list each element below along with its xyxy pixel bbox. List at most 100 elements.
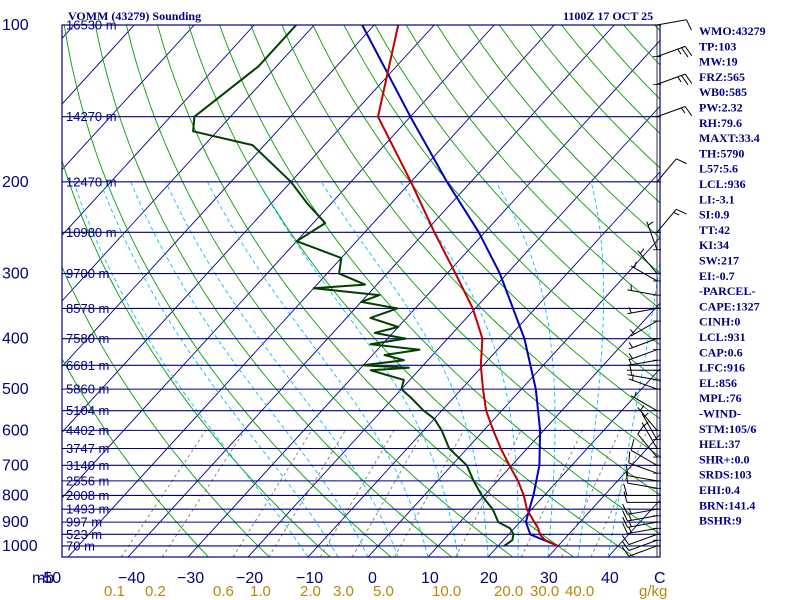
chart-time: 1100Z 17 OCT 25 [563, 9, 653, 23]
wind-barb-staff [627, 475, 658, 482]
height-label: 14270 m [66, 109, 117, 124]
dry-adiabat-line [530, 25, 660, 169]
wind-barb-half-feather [681, 107, 686, 114]
dry-adiabat-line [312, 25, 660, 420]
moist-adiabat-line [130, 181, 369, 557]
temperature-tick-label: 10 [421, 570, 439, 587]
mixing-ratio-line [319, 430, 395, 557]
temperature-tick-label: 20 [480, 570, 498, 587]
parcel-line [361, 25, 559, 547]
index-entry: KI:34 [699, 238, 729, 252]
isotherm-line [67, 25, 555, 557]
temperature-tick-label: −40 [118, 570, 145, 587]
height-label: 9700 m [66, 266, 109, 281]
height-label: 523 m [66, 527, 102, 542]
isotherm-line [487, 368, 660, 557]
dry-adiabat-line [94, 25, 453, 557]
wind-barb-staff [641, 422, 658, 449]
wind-barb-staff [637, 250, 658, 274]
mixing-ratio-tick-label: 0.2 [145, 583, 166, 600]
temperature-tick-label: 0 [368, 570, 377, 587]
wind-barb-feather [676, 158, 687, 165]
wind-barb [653, 158, 687, 183]
dry-adiabat-line [62, 357, 209, 557]
wind-barb-staff [637, 433, 658, 458]
wind-barb-staff [627, 521, 658, 528]
isotherm-line [62, 25, 495, 499]
wind-barb [623, 484, 661, 496]
height-label: 16530 m [66, 18, 117, 33]
height-label: 5860 m [66, 382, 109, 397]
wind-barb-half-feather [632, 374, 634, 381]
height-label: 3747 m [66, 441, 109, 456]
index-entry: TP:103 [699, 39, 736, 53]
dry-adiabat-line [62, 265, 270, 557]
mixing-ratio-line [561, 430, 621, 557]
index-entry: RH:79.6 [699, 116, 742, 130]
dry-adiabat-line [219, 25, 660, 535]
pressure-label: 600 [2, 422, 29, 439]
isotherm-line [0, 25, 14, 557]
index-entry: TT:42 [699, 223, 730, 237]
mixing-ratio-tick-label: 10.0 [432, 583, 461, 600]
temperature-line [377, 25, 559, 547]
index-entry: STM:105/6 [699, 422, 756, 436]
dry-adiabat-line [63, 25, 392, 557]
index-entry: SW:217 [699, 254, 739, 268]
height-label: 2556 m [66, 473, 109, 488]
isotherm-line [427, 302, 660, 557]
index-entry: PW:2.32 [699, 101, 743, 115]
wind-barb-feather [622, 503, 628, 515]
wind-barb-staff [627, 289, 658, 296]
wind-barb [621, 545, 661, 557]
wind-barb-staff [656, 106, 686, 118]
height-label: 2008 m [66, 488, 109, 503]
temperature-tick-label: 40 [601, 570, 619, 587]
wind-barb-staff [628, 462, 658, 474]
wind-barb [622, 523, 661, 535]
dry-adiabat-line [592, 25, 660, 100]
mixing-ratio-line [394, 430, 465, 557]
wind-barb-feather [623, 484, 628, 496]
wind-barb-feather [622, 510, 628, 522]
index-entry: -PARCEL- [699, 284, 755, 298]
wind-barb-feather [684, 46, 693, 56]
height-label: 8578 m [66, 301, 109, 316]
moist-adiabat-line [400, 181, 519, 557]
mixing-ratio-tick-label: 30.0 [530, 583, 559, 600]
wind-barb [628, 451, 661, 474]
wind-barb-half-feather [677, 48, 682, 55]
height-label: 997 m [66, 515, 102, 530]
temperature-tick-label: 30 [540, 570, 558, 587]
wind-barb [627, 307, 661, 315]
wind-barb [637, 248, 661, 274]
wind-barb [622, 510, 661, 522]
wind-barb-half-feather [647, 221, 654, 226]
moist-adiabat-line [73, 181, 309, 557]
wind-barb-feather [621, 535, 630, 545]
wind-barb-feather [681, 75, 689, 86]
index-entry: BRN:141.4 [699, 498, 755, 512]
wind-barb-staff [656, 209, 677, 233]
moist-adiabat-line [257, 181, 459, 557]
wind-barb-staff [630, 320, 658, 337]
index-entry: HEL:37 [699, 437, 740, 451]
wind-barb-staff [630, 449, 658, 466]
wind-barb [630, 391, 661, 412]
wind-barb [628, 338, 661, 350]
pressure-label: 100 [2, 17, 29, 34]
wind-barb [637, 424, 661, 458]
wind-barb [625, 464, 661, 482]
wind-barb [627, 284, 661, 296]
wind-barb-half-feather [639, 248, 645, 254]
index-entry: CAPE:1327 [699, 299, 760, 313]
dry-adiabat-line [436, 25, 660, 274]
dry-adiabat-line [188, 25, 635, 557]
isotherm-line [62, 25, 255, 237]
temperature-tick-label: −10 [296, 570, 323, 587]
wind-barb-feather [684, 106, 693, 117]
wind-barb-staff [628, 545, 658, 557]
wind-barb-half-feather [634, 391, 637, 398]
